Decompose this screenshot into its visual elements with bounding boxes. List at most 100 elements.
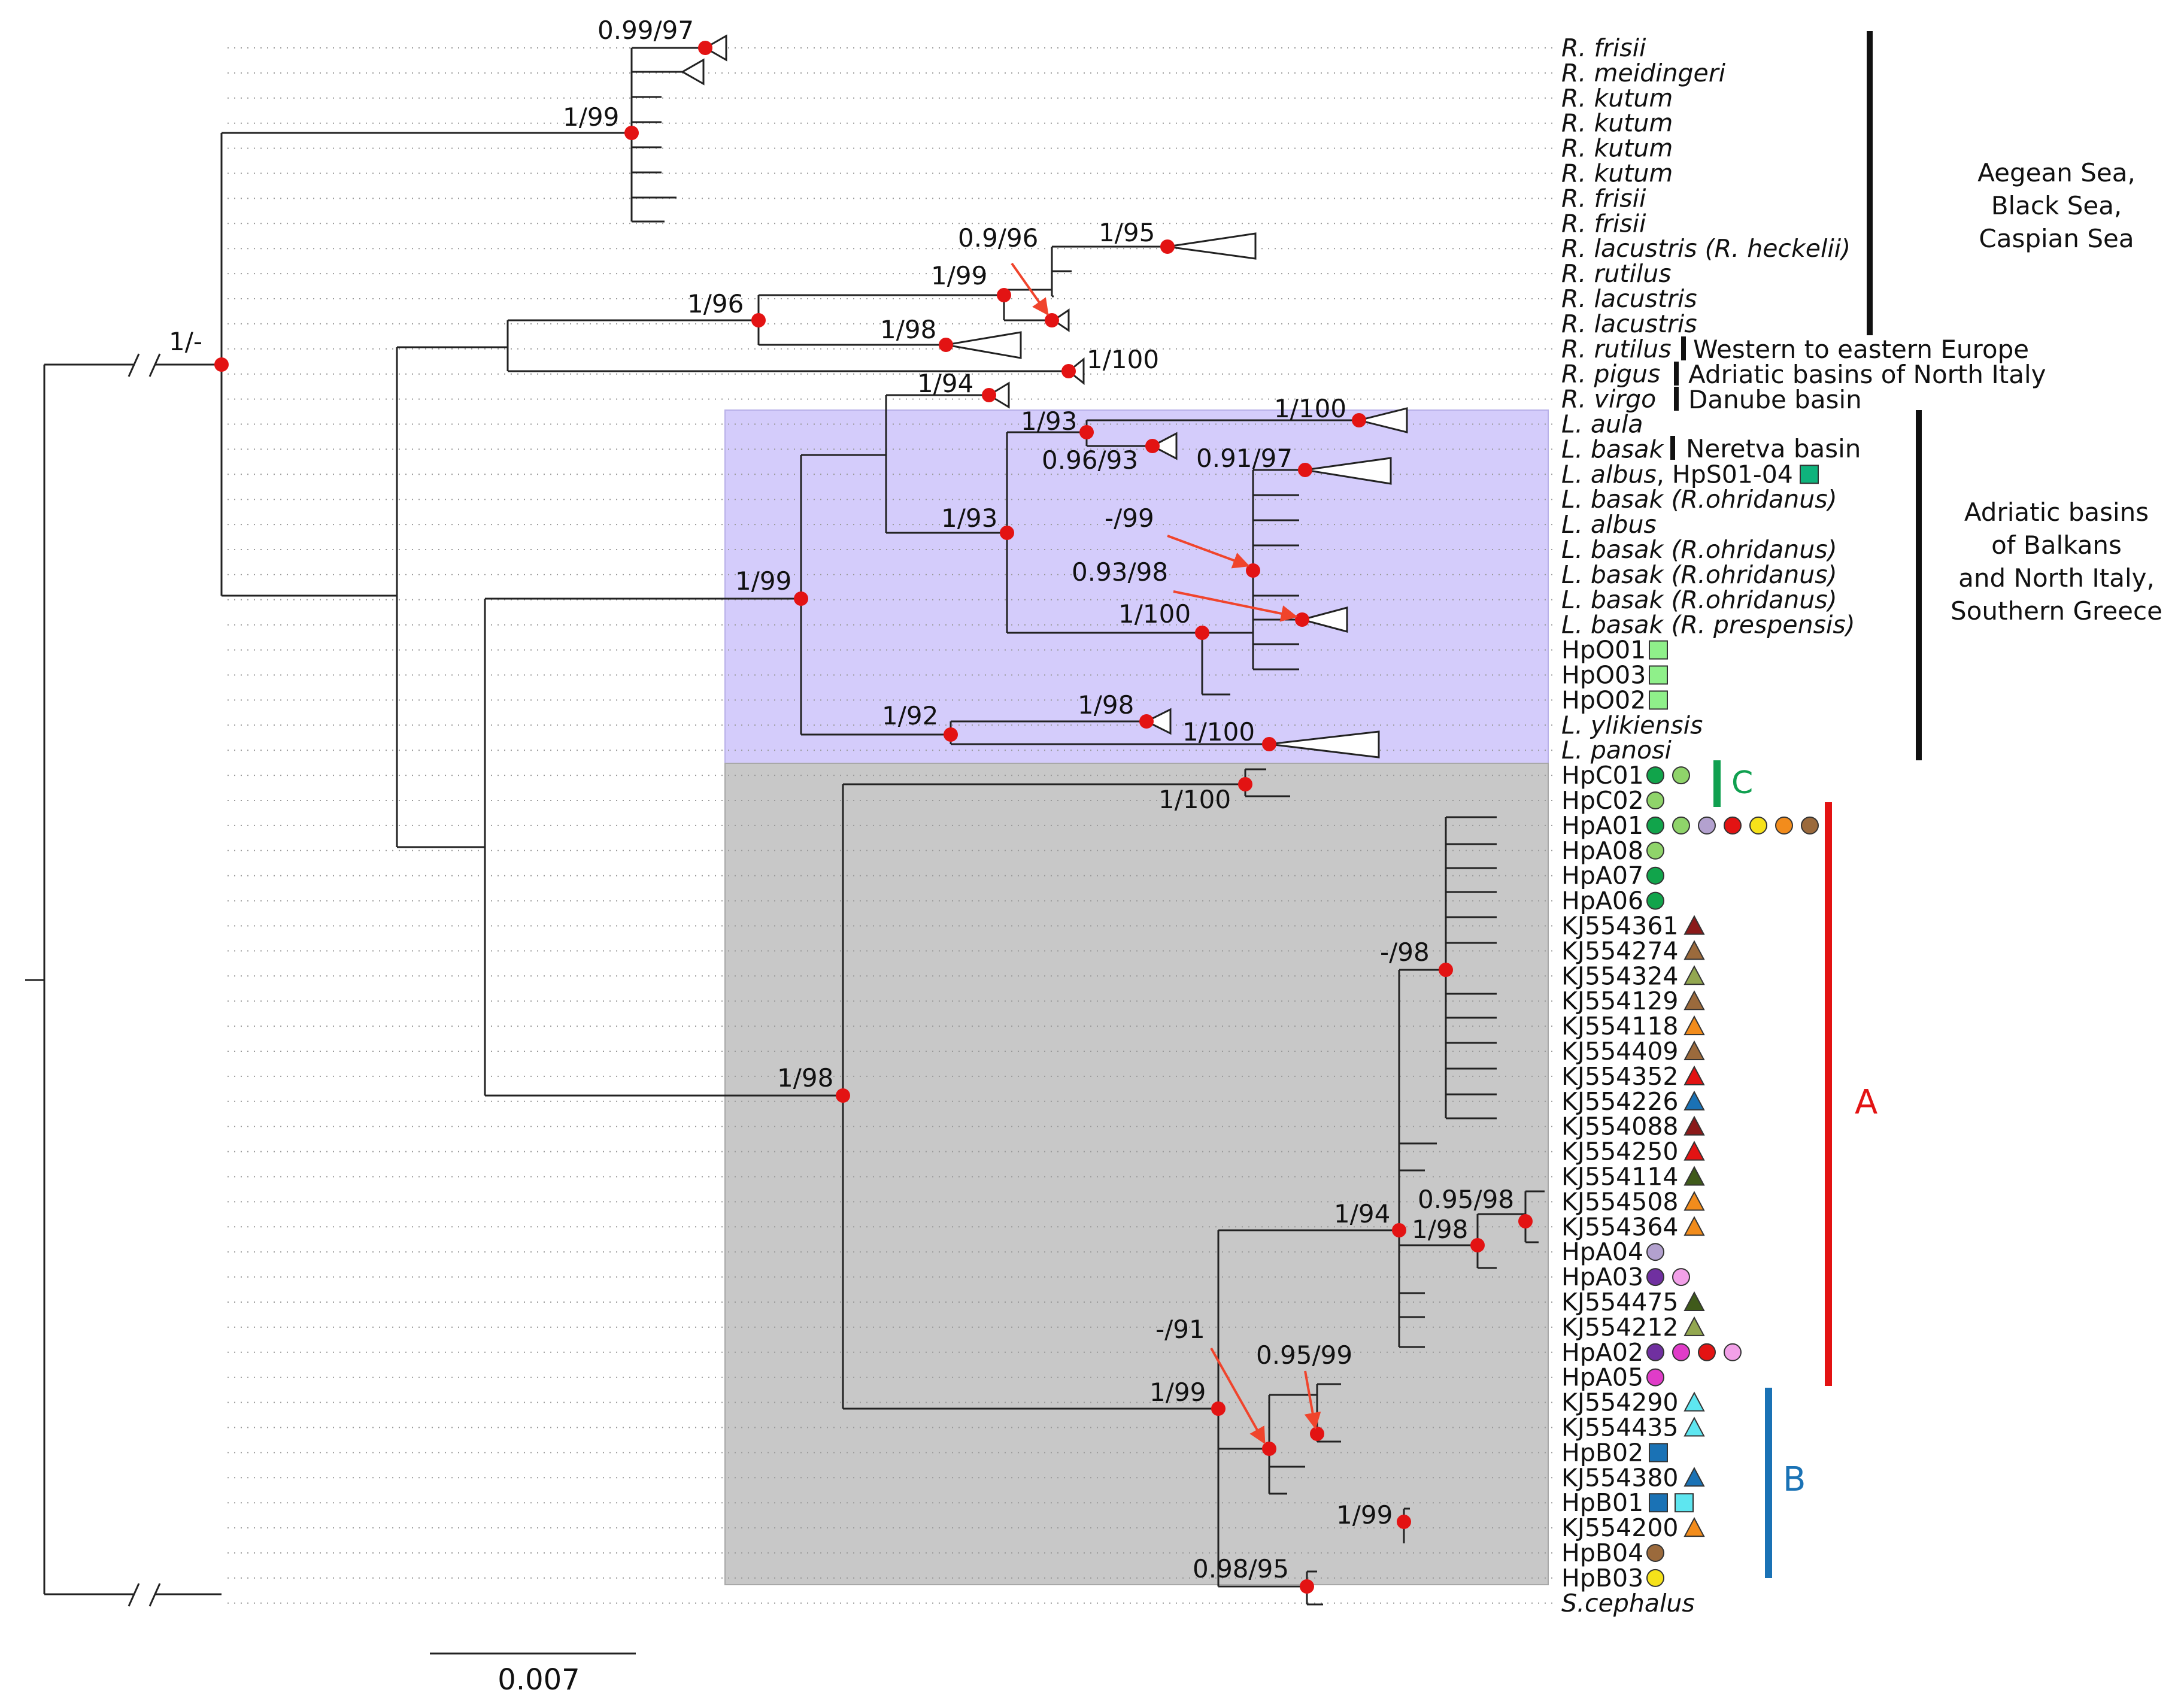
region-brackets: Aegean Sea, Black Sea, Caspian Sea Adria… bbox=[1713, 31, 2162, 1578]
clade-a-label: A bbox=[1855, 1083, 1877, 1122]
haplotype-triangle-marker bbox=[1684, 1291, 1705, 1311]
inline-region-labels: Western to eastern Europe Adriatic basin… bbox=[1670, 335, 2046, 463]
taxon-label: R. frisii bbox=[1561, 184, 1646, 213]
support-label: 1/98 bbox=[1412, 1215, 1468, 1244]
haplotype-triangle-marker bbox=[1684, 1140, 1705, 1161]
haplotype-triangle-marker bbox=[1684, 990, 1705, 1011]
haplotype-square-marker bbox=[1649, 1443, 1668, 1463]
clade-a-bar bbox=[1825, 802, 1832, 1386]
taxon-label: KJ554212 bbox=[1561, 1313, 1679, 1342]
taxon-label: L. basak (R. prespensis) bbox=[1561, 611, 1855, 639]
support-label: 1/99 bbox=[1336, 1500, 1393, 1530]
haplotype-triangle-marker bbox=[1684, 1316, 1705, 1336]
haplotype-triangle-marker bbox=[1684, 1166, 1705, 1186]
region-aegean-line3: Caspian Sea bbox=[1979, 224, 2134, 253]
haplotype-circle-marker bbox=[1646, 1368, 1664, 1387]
grey-clade-background bbox=[724, 763, 1549, 1585]
collapsed-triangle bbox=[1358, 407, 1408, 433]
taxon-label: KJ554290 bbox=[1561, 1388, 1679, 1417]
haplotype-triangle-marker bbox=[1684, 1391, 1705, 1412]
support-label: 0.91/97 bbox=[1196, 444, 1293, 473]
collapsed-triangle bbox=[1144, 708, 1172, 735]
region-balkans-line2: of Balkans bbox=[1991, 530, 2122, 560]
collapsed-triangle bbox=[1305, 457, 1392, 485]
support-label: 1/94 bbox=[917, 369, 973, 398]
taxon-label: HpC01 bbox=[1561, 761, 1644, 790]
taxon-label: R. kutum bbox=[1561, 109, 1673, 138]
support-label: 1/99 bbox=[735, 566, 791, 596]
haplotype-circle-marker bbox=[1749, 816, 1767, 835]
support-label: 0.99/97 bbox=[597, 16, 694, 45]
taxon-label: HpO03 bbox=[1561, 661, 1646, 690]
taxon-label: S.cephalus bbox=[1561, 1589, 1695, 1618]
haplotype-circle-marker bbox=[1672, 1343, 1690, 1361]
collapsed-triangle bbox=[1299, 606, 1348, 633]
collapsed-triangle bbox=[1167, 232, 1257, 260]
support-label: -/98 bbox=[1380, 938, 1430, 967]
taxon-label: KJ554352 bbox=[1561, 1062, 1679, 1091]
support-label: 1/98 bbox=[1078, 690, 1134, 720]
clade-c-label: C bbox=[1731, 765, 1753, 801]
support-label: 1/98 bbox=[880, 315, 936, 344]
support-label: 1/100 bbox=[1158, 785, 1231, 814]
haplotype-triangle-marker bbox=[1684, 1115, 1705, 1136]
taxon-label: R. frisii bbox=[1561, 34, 1646, 62]
haplotype-triangle-marker bbox=[1684, 1090, 1705, 1111]
taxon-label: R. rutilus bbox=[1561, 335, 1672, 363]
taxon-label: KJ554274 bbox=[1561, 936, 1679, 965]
taxon-label: HpB04 bbox=[1561, 1539, 1643, 1567]
haplotype-triangle-marker bbox=[1684, 915, 1705, 935]
support-label: 1/99 bbox=[563, 102, 619, 132]
haplotype-circle-marker bbox=[1646, 766, 1664, 785]
support-label: 1/93 bbox=[941, 503, 997, 533]
taxon-label: R. virgo bbox=[1561, 385, 1656, 414]
tree-branches bbox=[25, 47, 1545, 1607]
taxon-label: R. meidingeri bbox=[1561, 59, 1726, 87]
scale-label: 0.007 bbox=[498, 1663, 580, 1697]
taxon-label: KJ554361 bbox=[1561, 912, 1679, 941]
haplotype-triangle-marker bbox=[1684, 1516, 1705, 1537]
taxon-label: R. pigus bbox=[1561, 360, 1660, 389]
haplotype-square-marker bbox=[1649, 690, 1668, 710]
taxon-label: L. basak (R.ohridanus) bbox=[1561, 485, 1837, 514]
support-label: 1/100 bbox=[1274, 394, 1346, 423]
taxon-label: L. aula bbox=[1561, 410, 1643, 439]
region-balkans-line3: and North Italy, bbox=[1958, 563, 2155, 593]
clade-b-label: B bbox=[1783, 1460, 1806, 1499]
arrow bbox=[1210, 1348, 1266, 1445]
support-label: 0.93/98 bbox=[1072, 557, 1168, 587]
haplotype-circle-marker bbox=[1646, 891, 1664, 910]
tip-markers bbox=[1646, 465, 1819, 1587]
region-danube: Danube basin bbox=[1688, 385, 1862, 414]
taxon-label: HpA01 bbox=[1561, 811, 1643, 840]
region-north-italy: Adriatic basins of North Italy bbox=[1688, 360, 2046, 389]
support-label: 0.96/93 bbox=[1042, 445, 1138, 475]
haplotype-triangle-marker bbox=[1684, 940, 1705, 960]
taxon-label: L. basak (R.ohridanus) bbox=[1561, 535, 1837, 564]
region-balkans-line4: Southern Greece bbox=[1951, 596, 2162, 626]
collapsed-triangle bbox=[1067, 357, 1085, 386]
haplotype-circle-marker bbox=[1698, 1343, 1716, 1361]
haplotype-circle-marker bbox=[1646, 816, 1664, 835]
taxon-label: KJ554114 bbox=[1561, 1163, 1679, 1191]
collapsed-triangle bbox=[703, 34, 727, 62]
haplotype-circle-marker bbox=[1646, 1569, 1664, 1587]
node-dots bbox=[214, 41, 1533, 1594]
haplotype-circle-marker bbox=[1646, 841, 1664, 860]
taxon-label: KJ554250 bbox=[1561, 1137, 1679, 1166]
collapsed-triangle bbox=[945, 331, 1022, 359]
taxon-label: KJ554226 bbox=[1561, 1087, 1679, 1116]
taxon-label: R. kutum bbox=[1561, 159, 1673, 188]
haplotype-circle-marker bbox=[1698, 816, 1716, 835]
taxon-label: L. panosi bbox=[1561, 736, 1672, 764]
support-label: -/91 bbox=[1155, 1315, 1205, 1344]
support-label: 1/96 bbox=[687, 289, 744, 318]
taxon-label: KJ554200 bbox=[1561, 1513, 1679, 1542]
arrow bbox=[1173, 590, 1298, 622]
collapsed-clade-triangles bbox=[680, 34, 1408, 759]
support-label: 1/94 bbox=[1334, 1199, 1390, 1228]
collapsed-triangle bbox=[680, 58, 705, 86]
taxon-label: HpA07 bbox=[1561, 861, 1643, 890]
region-aegean-line1: Aegean Sea, bbox=[1977, 158, 2136, 187]
